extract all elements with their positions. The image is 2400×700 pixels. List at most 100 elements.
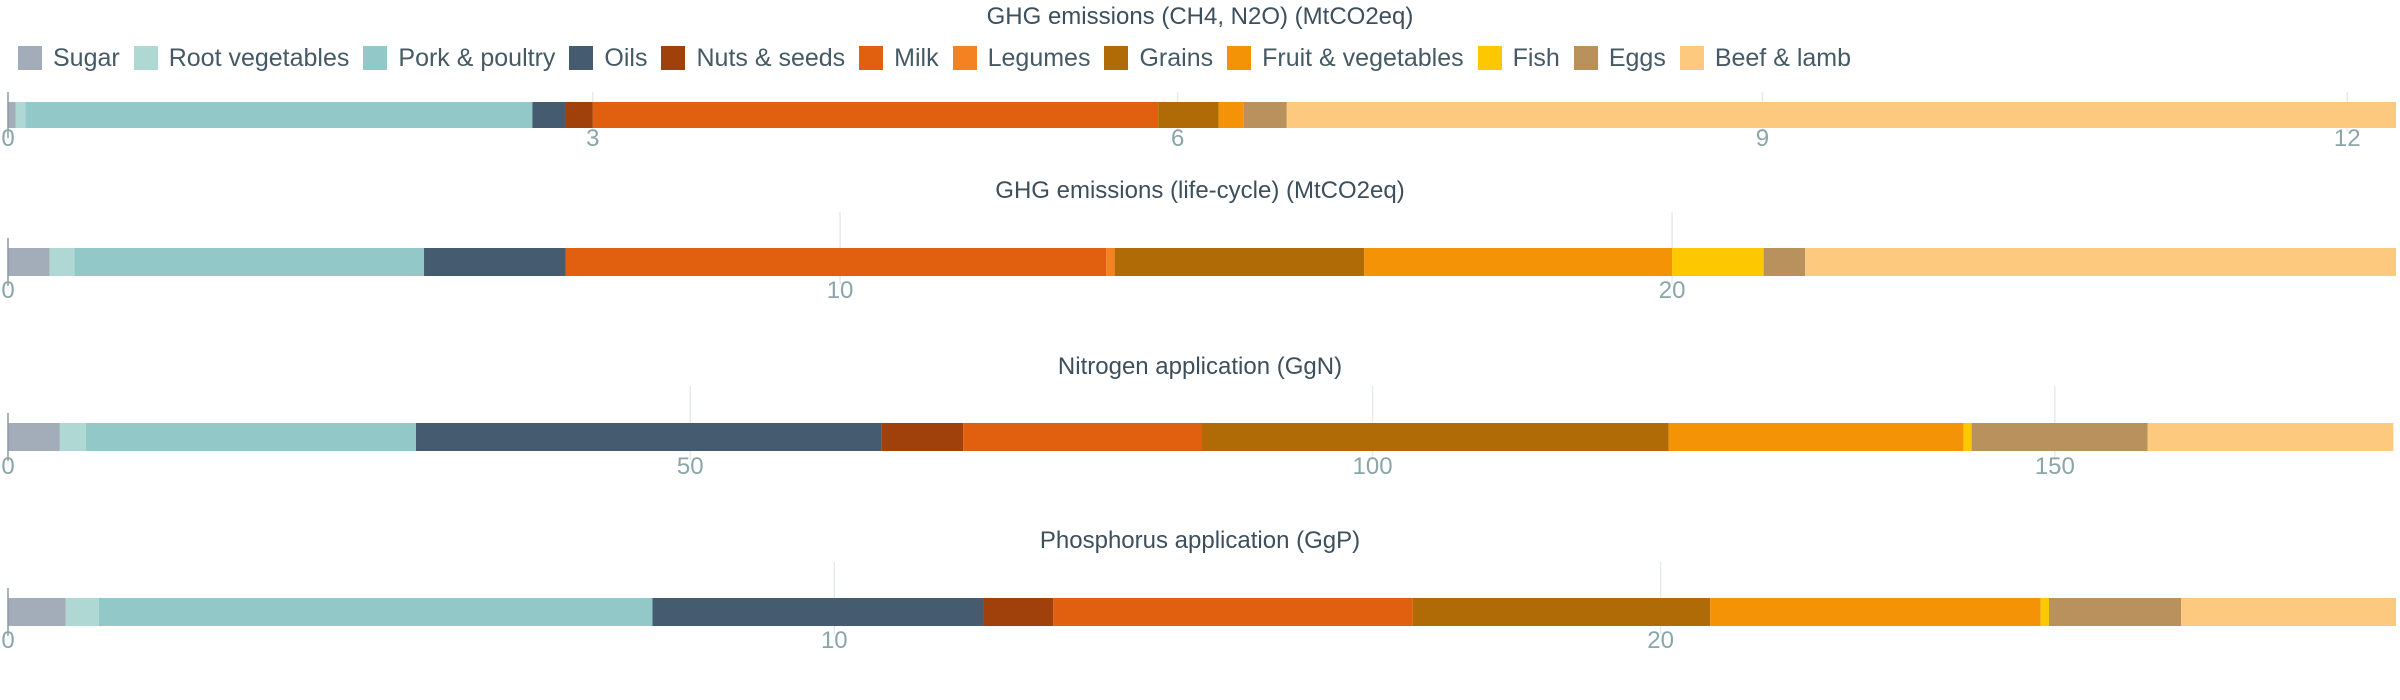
legend-item[interactable]: Fish	[1477, 43, 1560, 73]
bar-segment-root-vegetables	[15, 102, 26, 128]
legend-swatch	[133, 46, 158, 70]
bar-segment-milk	[1053, 598, 1413, 626]
legend-label: Sugar	[53, 43, 120, 72]
legend-item[interactable]: Fruit & vegetables	[1227, 44, 1464, 73]
bar-segment-eggs	[2048, 598, 2182, 626]
bar-segment-pork-poultry	[98, 598, 653, 626]
legend-label: Eggs	[1608, 43, 1666, 72]
legend-swatch	[859, 46, 884, 70]
bar-segment-eggs	[1243, 102, 1287, 128]
tick-label: 20	[1647, 627, 1674, 654]
tick-label: 10	[827, 277, 854, 304]
bar-segment-fish	[1963, 423, 1972, 451]
legend-label: Fruit & vegetables	[1262, 43, 1464, 72]
bar-segment-oils	[652, 598, 984, 626]
bar-segment-root-vegetables	[59, 423, 86, 451]
legend-item[interactable]: Grains	[1104, 44, 1213, 73]
bar-segment-fruit-vegetables	[1668, 423, 1964, 451]
tick-label: 6	[1171, 125, 1184, 152]
legend-swatch	[1573, 46, 1598, 70]
tick-label: 100	[1353, 453, 1393, 480]
legend-swatch	[661, 46, 686, 70]
chart-title: Phosphorus application (GgP)	[1040, 527, 1360, 554]
legend-label: Root vegetables	[168, 43, 350, 72]
tick-label: 0	[1, 277, 14, 304]
legend-item[interactable]: Legumes	[952, 43, 1091, 73]
bar-segment-oils	[416, 423, 882, 451]
bar-segment-oils	[532, 102, 566, 128]
legend-swatch	[1477, 46, 1502, 70]
bar-segment-fish	[2040, 598, 2049, 626]
tick-label: 20	[1659, 277, 1686, 304]
chart-title: GHG emissions (CH4, N2O) (MtCO2eq)	[987, 3, 1414, 30]
legend-swatch	[1679, 46, 1704, 70]
legend-swatch	[952, 46, 977, 70]
bar-segment-grains	[1114, 248, 1365, 276]
bar-segment-nuts-seeds	[983, 598, 1054, 626]
legend-label: Milk	[894, 43, 939, 72]
bar-segment-fish	[1672, 248, 1764, 276]
bar-segment-beef-lamb	[2181, 598, 2396, 626]
legend-item[interactable]: Milk	[859, 43, 939, 73]
bar-segment-beef-lamb	[1286, 102, 2396, 128]
legend-label: Nuts & seeds	[696, 43, 846, 72]
bar-segment-fruit-vegetables	[1710, 598, 2041, 626]
bar-segment-sugar	[8, 102, 16, 128]
bar-segment-beef-lamb	[1805, 248, 2396, 276]
bar-segment-milk	[565, 248, 1107, 276]
bar-segment-eggs	[1971, 423, 2148, 451]
legend-swatch	[18, 46, 42, 70]
legend-swatch	[1227, 46, 1252, 70]
bar-segment-sugar	[8, 423, 60, 451]
bar-segment-root-vegetables	[65, 598, 99, 626]
tick-label: 9	[1756, 125, 1769, 152]
chart-title: GHG emissions (life-cycle) (MtCO2eq)	[995, 177, 1404, 204]
bar-segment-fruit-vegetables	[1364, 248, 1673, 276]
bar-segment-milk	[592, 102, 1159, 128]
tick-label: 150	[2035, 453, 2075, 480]
bar-segment-sugar	[8, 248, 50, 276]
legend-swatch	[1104, 46, 1129, 70]
legend-item[interactable]: Nuts & seeds	[661, 44, 845, 73]
legend-swatch	[363, 46, 388, 70]
tick-label: 3	[586, 125, 599, 152]
chart-title: Nitrogen application (GgN)	[1058, 353, 1342, 380]
bar-segment-fruit-vegetables	[1218, 102, 1244, 128]
legend-item[interactable]: Root vegetables	[133, 43, 350, 73]
legend-item[interactable]: Sugar	[18, 44, 120, 73]
legend-item[interactable]: Oils	[569, 44, 647, 73]
legend-item[interactable]: Pork & poultry	[363, 44, 555, 73]
bar-segment-pork-poultry	[85, 423, 417, 451]
legend-item[interactable]: Beef & lamb	[1679, 43, 1852, 73]
tick-label: 10	[821, 627, 848, 654]
legend-label: Grains	[1139, 43, 1214, 72]
bar-segment-legumes	[1106, 248, 1115, 276]
tick-label: 0	[1, 453, 14, 480]
bar-segment-pork-poultry	[74, 248, 425, 276]
legend-label: Beef & lamb	[1714, 43, 1852, 72]
bar-segment-nuts-seeds	[881, 423, 964, 451]
legend-label: Fish	[1512, 43, 1560, 72]
tick-label: 12	[2334, 125, 2361, 152]
bar-segment-grains	[1158, 102, 1219, 128]
bar-segment-grains	[1412, 598, 1711, 626]
bar-segment-beef-lamb	[2147, 423, 2394, 451]
legend-label: Legumes	[987, 43, 1091, 72]
legend-label: Oils	[604, 43, 648, 72]
legend-swatch	[569, 46, 594, 70]
tick-label: 0	[1, 125, 14, 152]
legend-label: Pork & poultry	[398, 43, 556, 72]
bar-segment-eggs	[1763, 248, 1806, 276]
tick-label: 50	[677, 453, 704, 480]
bar-segment-root-vegetables	[49, 248, 75, 276]
tick-label: 0	[1, 627, 14, 654]
bar-segment-pork-poultry	[25, 102, 533, 128]
bar-segment-grains	[1202, 423, 1669, 451]
legend-item[interactable]: Eggs	[1573, 43, 1666, 73]
bar-segment-sugar	[8, 598, 66, 626]
bar-segment-milk	[963, 423, 1202, 451]
bar-segment-nuts-seeds	[565, 102, 593, 128]
legend: Sugar Root vegetables Pork & poultry Oils Nu…	[18, 38, 1851, 78]
bar-segment-oils	[424, 248, 566, 276]
